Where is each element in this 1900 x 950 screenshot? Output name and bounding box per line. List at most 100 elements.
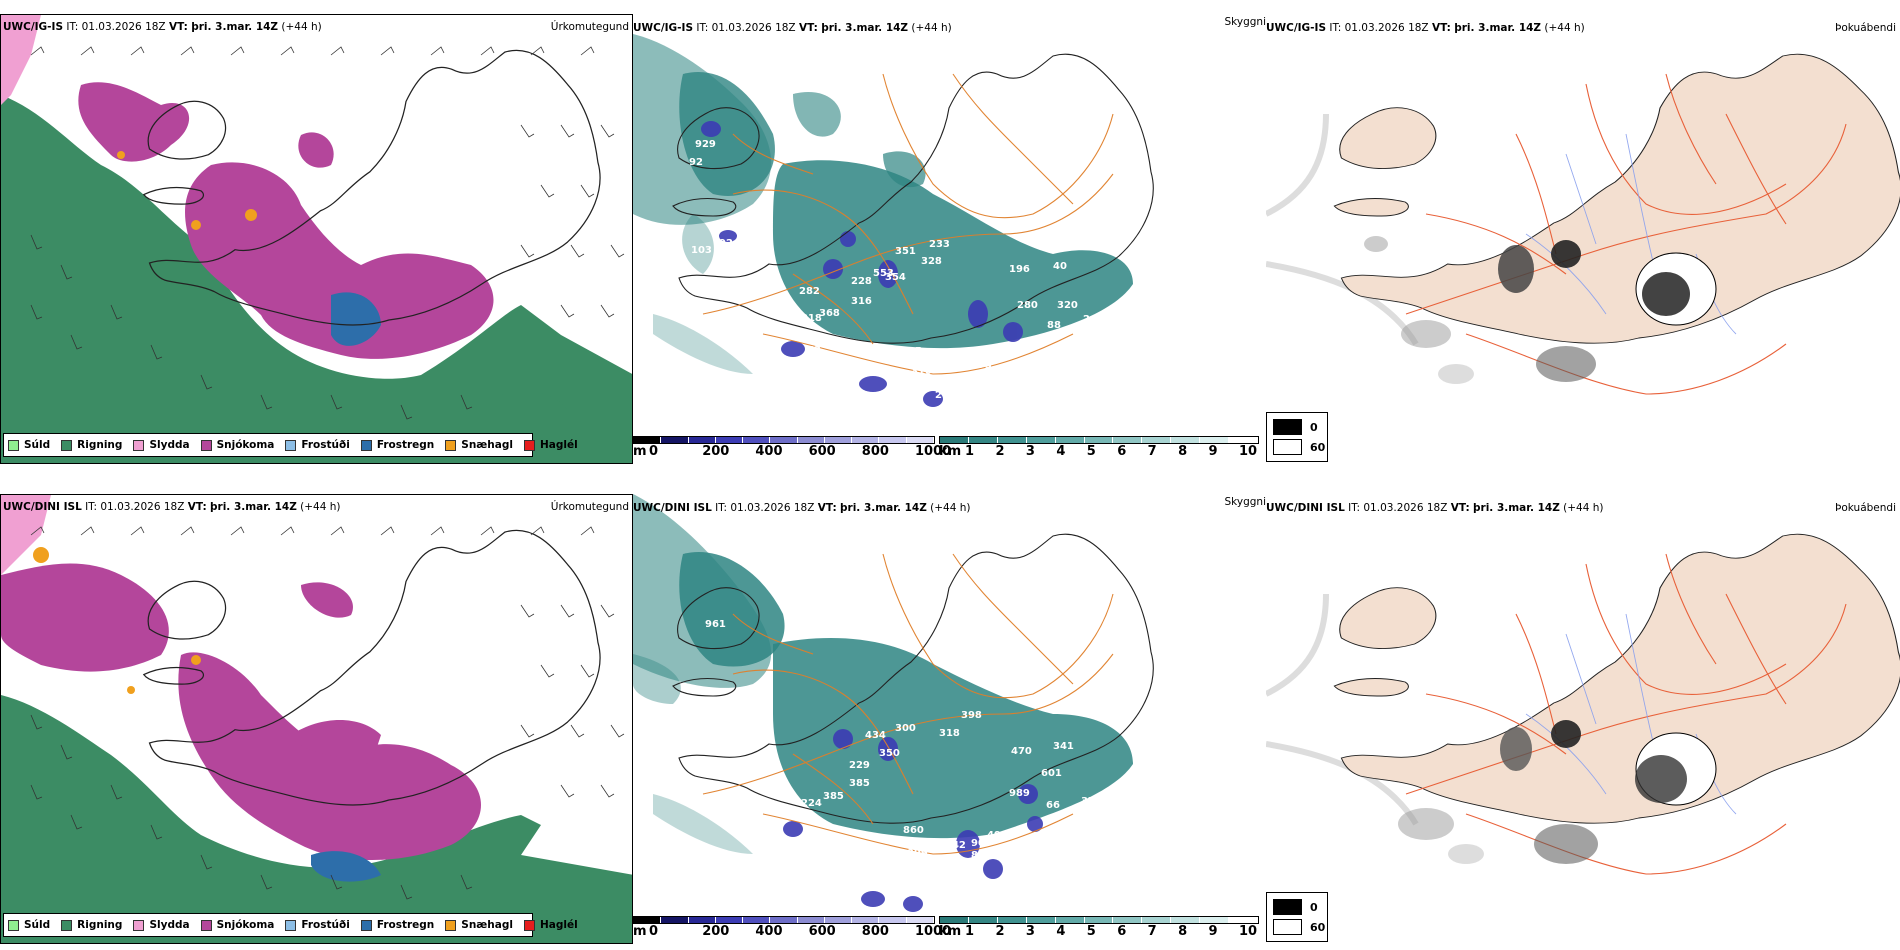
cloud-label: 218 — [801, 313, 822, 324]
colorbar-segment — [824, 437, 853, 443]
legend-label: Rigning — [77, 919, 123, 931]
colorbar-tick: 8 — [1178, 924, 1188, 939]
cloud-map-top: 929 92 103 92 351 233 553 328 228 354 19… — [633, 14, 1266, 464]
legend-swatch — [61, 919, 73, 931]
cloud-label: 121 — [701, 718, 722, 729]
colorbar-tick: 7 — [1147, 924, 1157, 939]
precip-legend-item: Súld — [8, 919, 50, 931]
it-value: 01.03.2026 18Z — [1344, 22, 1429, 34]
cloud-label: 282 — [799, 286, 820, 297]
cloud-label: 320 — [1057, 300, 1078, 311]
colorbar-segment — [1142, 437, 1172, 443]
colorbar-segment — [940, 437, 969, 443]
precip-legend-item: Frostregn — [360, 439, 435, 451]
colorbar-tick: 6 — [1117, 444, 1127, 459]
legend-swatch — [445, 919, 457, 931]
cloud-label: 825 — [901, 346, 922, 357]
cloud-title: Skyggni — [1224, 16, 1267, 28]
cloud-label: 929 — [695, 139, 716, 150]
cloud-label: 66 — [1046, 800, 1060, 811]
legend-swatch — [360, 439, 372, 451]
cloud-label: 494 — [987, 830, 1008, 841]
colorbar-segment — [688, 917, 716, 923]
it-label: IT: — [66, 21, 79, 33]
cloud-label: 52 — [807, 345, 821, 356]
cloud-label: 368 — [819, 308, 840, 319]
it-label: IT: — [1329, 22, 1342, 34]
colorbar-segment — [852, 437, 880, 443]
header-bottom-left: UWC/DINI ISL IT: 01.03.2026 18Z VT: þri.… — [3, 501, 341, 513]
model-name: UWC/DINI ISL — [1266, 502, 1345, 514]
cloudcover-unit: km — [939, 924, 962, 939]
legend-swatch — [8, 919, 19, 931]
legend-swatch — [200, 919, 212, 931]
vt-value: þri. 3.mar. 14Z — [1473, 502, 1560, 514]
it-label: IT: — [85, 501, 98, 513]
cloud-label: 354 — [885, 272, 906, 283]
colorbar-segment — [1200, 437, 1230, 443]
cloud-label: 196 — [1009, 264, 1030, 275]
colorbar-segment — [940, 917, 969, 923]
colorbar-tick: 5 — [1086, 924, 1096, 939]
colorbar-tick: 9 — [1208, 444, 1218, 459]
legend-label: Haglél — [539, 919, 578, 931]
cloudbase-unit: m — [633, 444, 647, 459]
colorbar-tick: 0 — [649, 444, 659, 459]
colorbar-tick: 10 — [1239, 444, 1258, 459]
colorbar-segment — [1142, 917, 1172, 923]
header-top-left: UWC/IG-IS IT: 01.03.2026 18Z VT: þri. 3.… — [3, 21, 322, 33]
colorbar-tick: 200 — [702, 924, 730, 939]
cloud-label: 773 — [971, 360, 992, 371]
cloud-label: 942 — [945, 840, 966, 851]
legend-swatch — [360, 919, 372, 931]
vt-label: VT: — [817, 502, 837, 514]
fog-legend-label: 0 — [1310, 900, 1318, 914]
colorbar-segment — [997, 917, 1027, 923]
precip-legend-item: Snæhagl — [445, 919, 513, 931]
fog-panel-top: UWC/IG-IS IT: 01.03.2026 18Z VT: þri. 3.… — [1266, 14, 1900, 464]
fog-legend-item: 0 — [1273, 419, 1318, 435]
lead-time: (+44 h) — [1544, 22, 1585, 34]
colorbar-segment — [906, 437, 934, 443]
legend-label: Rigning — [77, 439, 123, 451]
colorbar-segment — [634, 437, 662, 443]
model-name: UWC/IG-IS — [1266, 22, 1327, 34]
legend-swatch — [285, 919, 297, 931]
colorbar-segment — [1084, 917, 1114, 923]
cloud-label: 316 — [851, 296, 872, 307]
legend-swatch — [133, 919, 145, 931]
colorbar-segment — [770, 437, 798, 443]
cloudbase-colorbar-top: m 0 200 400 600 800 1000 — [633, 436, 951, 464]
precip-legend-item: Snjókoma — [200, 439, 274, 451]
colorbar-segment — [968, 437, 998, 443]
cloud-label: 92 — [719, 238, 733, 249]
colorbar-tick: 9 — [1208, 924, 1218, 939]
legend-label: Súld — [24, 919, 51, 931]
colorbar-segment — [661, 437, 689, 443]
colorbar-segment — [743, 437, 771, 443]
colorbar-segment — [1026, 917, 1056, 923]
colorbar-tick: 1000 — [915, 924, 952, 939]
colorbar-tick: 400 — [755, 444, 783, 459]
colorbar-segment — [715, 917, 744, 923]
colorbar-segment — [797, 917, 825, 923]
precip-legend-item: Rigning — [61, 439, 122, 451]
colorbar-segment — [879, 917, 907, 923]
cloud-labels-top: 929 92 103 92 351 233 553 328 228 354 19… — [689, 139, 1104, 401]
cloudcover-unit: km — [939, 444, 962, 459]
cloud-label: 270 — [721, 710, 742, 721]
colorbar-segment — [634, 917, 662, 923]
legend-swatch — [133, 439, 145, 451]
colorbar-tick: 6 — [1117, 924, 1127, 939]
legend-label: Frostregn — [376, 439, 435, 451]
legend-label: Frostúði — [301, 439, 350, 451]
cloud-label: 233 — [929, 239, 950, 250]
vt-value: þri. 3.mar. 14Z — [210, 501, 297, 513]
legend-label: Snæhagl — [461, 439, 513, 451]
cloud-label: 867 — [971, 850, 992, 861]
colorbar-segment — [1055, 917, 1085, 923]
legend-swatch — [200, 439, 212, 451]
cloud-label: 40 — [1053, 261, 1067, 272]
legend-label: Frostregn — [376, 919, 435, 931]
cloud-label: 130 — [907, 868, 928, 879]
